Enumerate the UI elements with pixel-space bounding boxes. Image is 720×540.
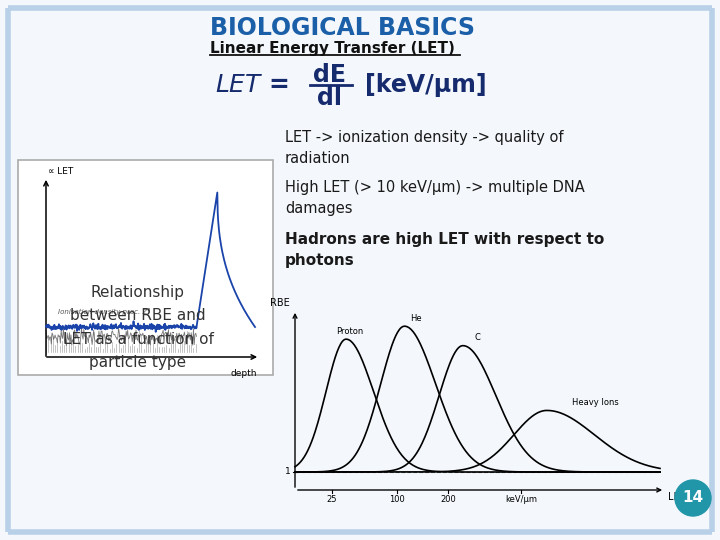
Text: 200: 200 xyxy=(441,495,456,504)
Text: dl: dl xyxy=(318,86,343,110)
Text: LET -> ionization density -> quality of
radiation: LET -> ionization density -> quality of … xyxy=(285,130,564,166)
Text: [keV/μm]: [keV/μm] xyxy=(365,73,487,97)
Text: 100: 100 xyxy=(390,495,405,504)
Text: $\mathit{LET}$ =: $\mathit{LET}$ = xyxy=(215,73,289,97)
Text: keV/μm: keV/μm xyxy=(505,495,537,504)
Text: Heavy Ions: Heavy Ions xyxy=(572,398,619,407)
Text: Linear Energy Transfer (LET): Linear Energy Transfer (LET) xyxy=(210,40,455,56)
Text: 1: 1 xyxy=(285,468,291,476)
Text: He: He xyxy=(410,314,421,323)
Text: Proton: Proton xyxy=(336,327,364,336)
Text: C: C xyxy=(474,333,480,342)
Circle shape xyxy=(675,480,711,516)
Text: Hadrons are high LET with respect to
photons: Hadrons are high LET with respect to pho… xyxy=(285,232,604,268)
Text: LET: LET xyxy=(668,492,685,502)
Text: depth: depth xyxy=(230,369,257,378)
Bar xyxy=(18,160,273,375)
Text: dE: dE xyxy=(313,63,346,87)
Text: 25: 25 xyxy=(326,495,337,504)
Text: RBE: RBE xyxy=(270,298,290,308)
Text: BIOLOGICAL BASICS: BIOLOGICAL BASICS xyxy=(210,16,475,40)
Text: High LET (> 10 keV/μm) -> multiple DNA
damages: High LET (> 10 keV/μm) -> multiple DNA d… xyxy=(285,180,585,216)
Text: Relationship
between RBE and
LET as a function of
particle type: Relationship between RBE and LET as a fu… xyxy=(63,285,213,370)
Text: 14: 14 xyxy=(683,490,703,505)
Text: Ionisation density proc. Z²: Ionisation density proc. Z² xyxy=(58,308,150,315)
Text: ∝ LET: ∝ LET xyxy=(48,167,73,176)
